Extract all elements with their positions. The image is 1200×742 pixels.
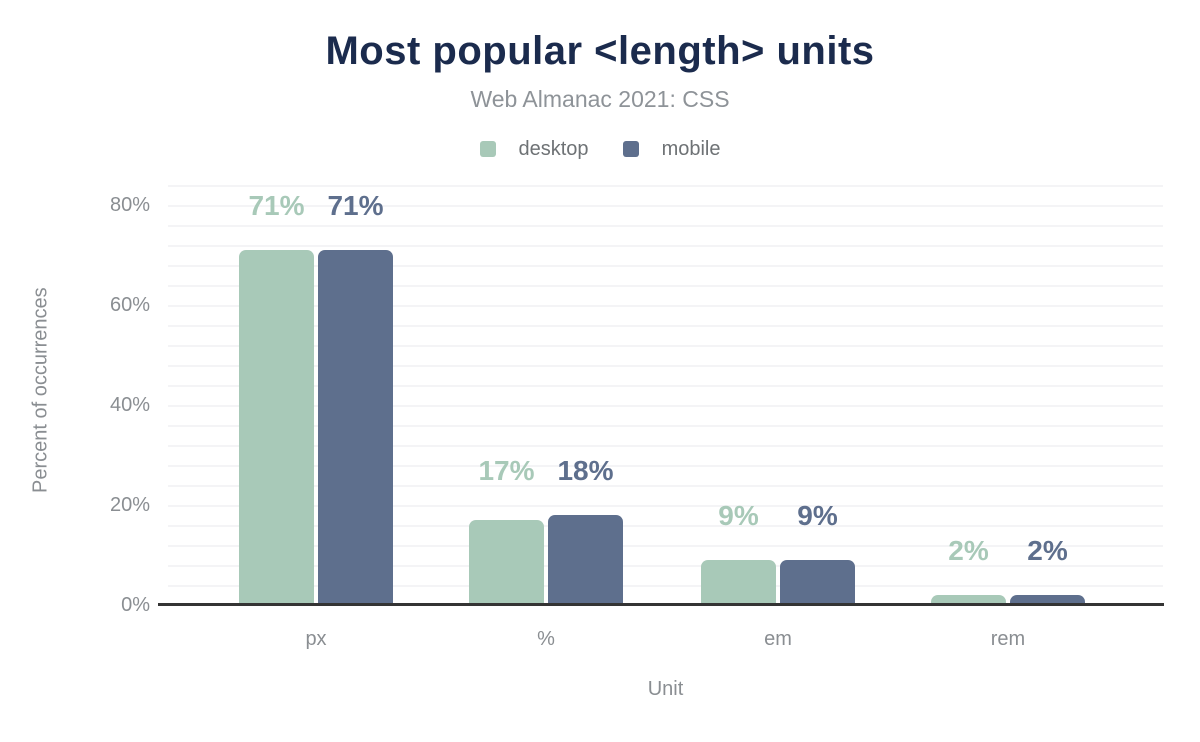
- value-labels-em: 9% 9%: [701, 502, 855, 530]
- y-tick-40: 40%: [109, 394, 150, 416]
- bar-group-em: 9% 9%: [701, 175, 855, 605]
- value-labels-rem: 2% 2%: [931, 537, 1085, 565]
- y-tick-20: 20%: [109, 494, 150, 516]
- x-axis-title: Unit: [647, 678, 684, 700]
- y-tick-0: 0%: [121, 594, 150, 616]
- bar-mobile-px: [318, 250, 393, 605]
- x-tick-rem: rem: [990, 628, 1026, 650]
- bar-desktop-em: [701, 560, 776, 605]
- value-labels-px: 71% 71%: [239, 192, 393, 220]
- value-label-desktop-%: 17%: [478, 455, 535, 486]
- bar-mobile-rem: [1010, 595, 1085, 605]
- plot-area: 71% 71% 17% 18% 9% 9% 2% 2%: [168, 175, 1163, 605]
- y-tick-60: 60%: [109, 294, 150, 316]
- value-label-mobile-px: 71%: [327, 190, 384, 221]
- legend-label-desktop: desktop: [518, 137, 589, 160]
- chart-title: Most popular <length> units: [325, 29, 875, 73]
- bar-desktop-%: [469, 520, 544, 605]
- y-axis-ticks: 0% 20% 40% 60% 80%: [0, 175, 150, 616]
- bar-desktop-px: [239, 250, 314, 605]
- value-label-mobile-%: 18%: [557, 455, 614, 486]
- bar-mobile-em: [780, 560, 855, 605]
- value-label-desktop-em: 9%: [718, 500, 759, 531]
- legend-item-desktop: desktop: [479, 137, 589, 161]
- x-axis-line: [158, 603, 1164, 606]
- x-tick-em: em: [764, 628, 792, 650]
- legend-label-mobile: mobile: [661, 137, 721, 160]
- legend-swatch-mobile: [622, 141, 639, 158]
- value-label-desktop-px: 71%: [248, 190, 305, 221]
- legend: desktop mobile: [0, 138, 1200, 161]
- legend-item-mobile: mobile: [622, 137, 721, 161]
- legend-swatch-desktop: [479, 141, 496, 158]
- bar-group-rem: 2% 2%: [931, 175, 1085, 605]
- bar-mobile-%: [548, 515, 623, 605]
- value-label-desktop-rem: 2%: [948, 535, 989, 566]
- bar-group-px: 71% 71%: [239, 175, 393, 605]
- value-label-mobile-rem: 2%: [1027, 535, 1068, 566]
- value-labels-%: 17% 18%: [469, 457, 623, 485]
- chart-subtitle: Web Almanac 2021: CSS: [470, 86, 730, 112]
- bar-group-%: 17% 18%: [469, 175, 623, 605]
- value-label-mobile-em: 9%: [797, 500, 838, 531]
- x-tick-%: %: [537, 628, 555, 650]
- bar-desktop-rem: [931, 595, 1006, 605]
- x-tick-px: px: [305, 628, 327, 650]
- y-tick-80: 80%: [109, 194, 150, 216]
